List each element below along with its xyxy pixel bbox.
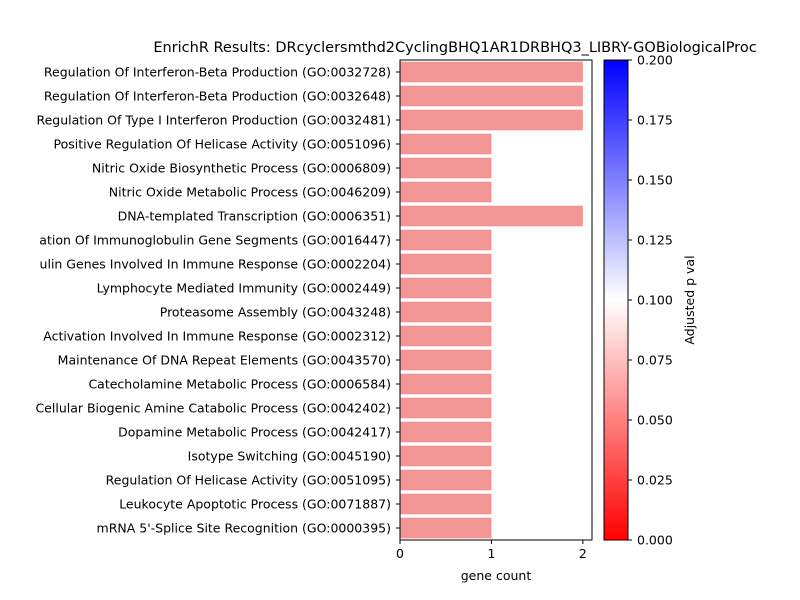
colorbar-gradient (603, 59, 629, 541)
chart-title: EnrichR Results: DRcyclersmthd2CyclingBH… (153, 40, 756, 56)
bar-0 (400, 61, 583, 83)
plot-frame (399, 59, 593, 541)
x-tick-label-0: 0 (396, 546, 404, 561)
bar-1 (400, 85, 583, 107)
y-tick-label-18: Leukocyte Apoptotic Process (GO:0071887) (119, 497, 391, 512)
colorbar-tick-label-2: 0.050 (637, 413, 673, 428)
bar-4 (400, 157, 492, 179)
bar-19 (400, 517, 492, 539)
y-tick-label-19: mRNA 5'-Splice Site Recognition (GO:0000… (97, 521, 391, 536)
x-axis-label: gene count (461, 568, 532, 583)
bar-2 (400, 109, 583, 131)
y-tick-label-2: Regulation Of Type I Interferon Producti… (36, 113, 391, 128)
bar-12 (400, 349, 492, 371)
y-tick-label-15: Dopamine Metabolic Process (GO:0042417) (118, 425, 391, 440)
colorbar-tick-label-7: 0.175 (637, 113, 673, 128)
y-tick-label-0: Regulation Of Interferon-Beta Production… (44, 65, 391, 80)
bar-8 (400, 253, 492, 275)
y-tick-label-1: Regulation Of Interferon-Beta Production… (44, 89, 391, 104)
y-tick-label-12: Maintenance Of DNA Repeat Elements (GO:0… (58, 353, 391, 368)
colorbar-tick-label-0: 0.000 (637, 533, 673, 548)
bar-3 (400, 133, 492, 155)
bar-13 (400, 373, 492, 395)
colorbar-tick-label-3: 0.075 (637, 353, 673, 368)
x-tick-label-1: 1 (487, 546, 495, 561)
y-tick-label-17: Regulation Of Helicase Activity (GO:0051… (106, 473, 391, 488)
y-tick-label-5: Nitric Oxide Metabolic Process (GO:00462… (109, 185, 391, 200)
y-tick-label-10: Proteasome Assembly (GO:0043248) (160, 305, 391, 320)
bar-6 (400, 205, 583, 227)
y-tick-label-3: Positive Regulation Of Helicase Activity… (54, 137, 392, 152)
bar-5 (400, 181, 492, 203)
colorbar-tick-label-6: 0.150 (637, 173, 673, 188)
colorbar-tick-label-1: 0.025 (637, 473, 673, 488)
bar-18 (400, 493, 492, 515)
colorbar: 0.000 0.025 0.050 0.075 0.100 0.125 0.150 0.175… (603, 53, 673, 548)
y-tick-label-13: Catecholamine Metabolic Process (GO:0006… (88, 377, 391, 392)
x-tick-label-2: 2 (579, 546, 587, 561)
y-tick-label-9: Lymphocyte Mediated Immunity (GO:0002449… (97, 281, 391, 296)
colorbar-tick-label-4: 0.100 (637, 293, 673, 308)
bar-7 (400, 229, 492, 251)
colorbar-tick-label-8: 0.200 (637, 53, 673, 68)
bar-15 (400, 421, 492, 443)
y-tick-label-8: ulin Genes Involved In Immune Response (… (40, 257, 391, 272)
y-tick-label-14: Cellular Biogenic Amine Catabolic Proces… (35, 401, 391, 416)
bar-14 (400, 397, 492, 419)
y-tick-label-6: DNA-templated Transcription (GO:0006351) (118, 209, 391, 224)
colorbar-label: Adjusted p val (682, 255, 697, 344)
y-tick-label-4: Nitric Oxide Biosynthetic Process (GO:00… (92, 161, 391, 176)
bar-16 (400, 445, 492, 467)
bar-11 (400, 325, 492, 347)
bar-17 (400, 469, 492, 491)
bar-9 (400, 277, 492, 299)
y-tick-label-16: Isotype Switching (GO:0045190) (188, 449, 391, 464)
y-tick-label-11: Activation Involved In Immune Response (… (43, 329, 391, 344)
bar-10 (400, 301, 492, 323)
colorbar-tick-label-5: 0.125 (637, 233, 673, 248)
y-tick-label-7: ation Of Immunoglobulin Gene Segments (G… (39, 233, 391, 248)
